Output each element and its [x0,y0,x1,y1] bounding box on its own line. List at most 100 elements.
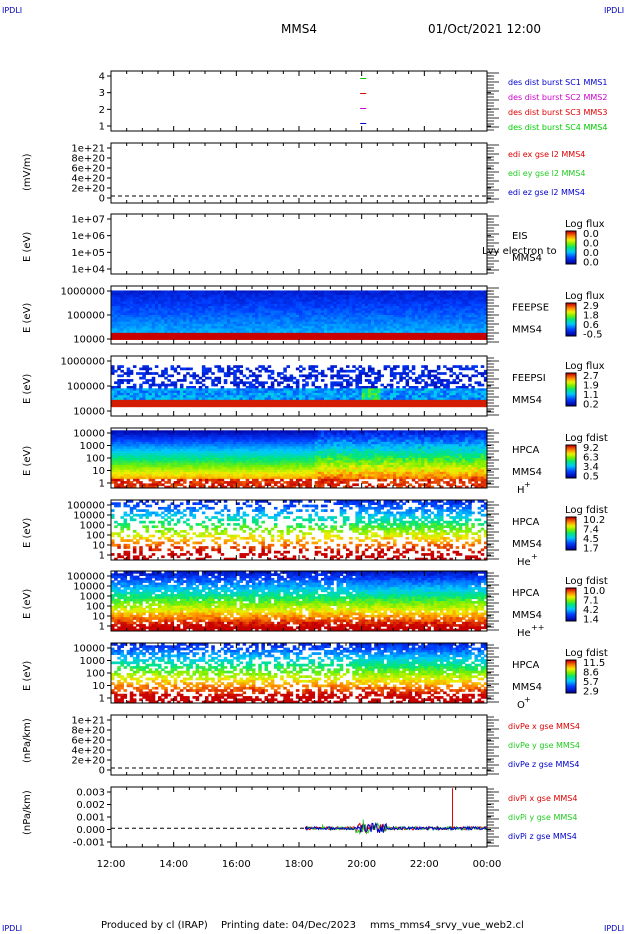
heatmap-cell [132,383,137,387]
heatmap-cell [433,388,438,392]
heatmap-cell [367,321,372,325]
heatmap-cell [377,372,381,375]
heatmap-cell [295,317,300,320]
heatmap-cell [242,374,247,378]
heatmap-cell [286,335,290,338]
heatmap-cell [324,312,328,316]
heatmap-cell [449,319,453,323]
heatmap-cell [367,335,372,338]
heatmap-cell [148,434,153,438]
heatmap-cell [289,404,294,408]
heatmap-cell [233,323,237,327]
heatmap-cell [433,310,438,314]
heatmap-cell [183,374,187,378]
heatmap-cell [277,395,281,398]
heatmap-cell [355,388,359,392]
heatmap-cell [283,306,287,309]
heatmap-cell [474,332,478,336]
heatmap-cell [352,292,356,296]
colorbar-cell [566,261,576,264]
heatmap-cell [145,292,149,296]
heatmap-cell [305,392,309,396]
heatmap-cell [198,299,203,303]
heatmap-cell [324,310,328,314]
colorbar-cell [566,259,576,262]
heatmap-cell [120,369,124,373]
heatmap-cell [245,303,250,307]
heatmap-cell [299,290,303,294]
heatmap-cell [393,319,397,323]
heatmap-cell [142,323,146,327]
heatmap-cell [123,444,128,447]
heatmap-cell [114,319,118,323]
heatmap-cell [339,395,344,398]
heatmap-cell [170,392,175,396]
heatmap-cell [358,301,363,305]
heatmap-cell [255,392,259,396]
heatmap-cell [449,337,453,340]
heatmap-cell [258,306,262,309]
heatmap-cell [129,312,134,316]
heatmap-cell [380,402,384,405]
heatmap-cell [455,399,460,403]
heatmap-cell [455,317,460,320]
heatmap-cell [167,326,171,329]
heatmap-cell [286,292,290,296]
heatmap-cell [120,374,124,378]
heatmap-cell [436,306,441,309]
heatmap-cell [411,404,416,408]
heatmap-cell [123,292,128,296]
heatmap-cell [414,292,419,296]
heatmap-cell [308,312,312,316]
heatmap-cell [430,374,435,378]
heatmap-cell [355,294,359,298]
heatmap-cell [261,367,265,371]
heatmap-cell [411,379,416,382]
heatmap-cell [349,301,353,305]
heatmap-cell [440,330,444,334]
heatmap-cell [261,399,265,403]
heatmap-cell [483,399,488,403]
heatmap-cell [280,381,284,385]
heatmap-cell [132,444,137,447]
heatmap-cell [139,303,143,307]
heatmap-cell [367,365,372,368]
heatmap-cell [277,299,281,303]
heatmap-cell [179,388,184,392]
heatmap-cell [179,321,184,325]
heatmap-cell [129,446,134,450]
heatmap-cell [342,317,347,320]
heatmap-cell [248,319,253,323]
heatmap-cell [299,337,303,340]
heatmap-cell [223,299,228,303]
heatmap-cell [123,323,128,327]
heatmap-cell [358,381,363,385]
heatmap-cell [364,308,369,311]
heatmap-cell [129,330,134,334]
heatmap-cell [167,294,171,298]
heatmap-cell [427,310,431,314]
heatmap-cell [324,297,328,300]
heatmap-cell [336,390,341,394]
heatmap-cell [295,312,300,316]
heatmap-cell [358,374,363,378]
heatmap-cell [421,310,425,314]
heatmap-cell [164,392,168,396]
heatmap-cell [198,315,203,318]
heatmap-cell [336,319,341,323]
heatmap-cell [317,402,322,405]
y-axis-label: E (eV) [22,303,33,333]
heatmap-cell [367,388,372,392]
heatmap-cell [158,310,162,314]
heatmap-cell [267,386,272,389]
heatmap-cell [242,299,247,303]
heatmap-cell [132,321,137,325]
heatmap-cell [346,383,350,387]
heatmap-cell [320,317,325,320]
heatmap-cell [414,330,419,334]
heatmap-cell [148,335,153,338]
heatmap-cell [126,317,131,320]
heatmap-cell [161,312,165,316]
heatmap-cell [396,323,400,327]
heatmap-cell [465,328,469,332]
